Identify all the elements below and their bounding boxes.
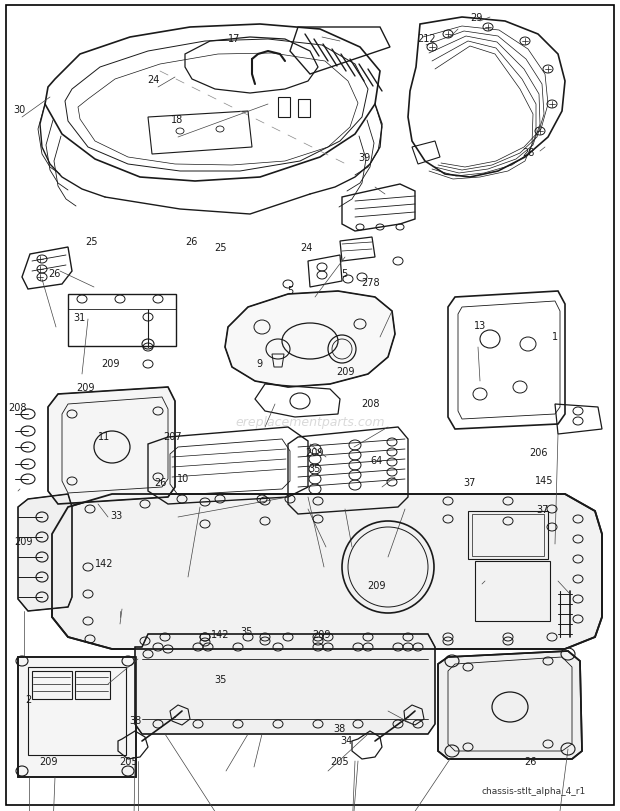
Text: 38: 38 [334, 723, 346, 733]
Text: 142: 142 [211, 629, 229, 639]
Text: 24: 24 [148, 75, 160, 84]
Text: 64: 64 [371, 456, 383, 466]
Bar [468, 512, 548, 560]
Text: 212: 212 [417, 34, 436, 44]
Text: 278: 278 [361, 277, 380, 287]
Text: 37: 37 [536, 504, 549, 514]
Bar [32, 672, 72, 699]
Text: 145: 145 [535, 475, 554, 485]
Polygon shape [18, 495, 72, 611]
Bar [28, 667, 126, 755]
Bar [298, 100, 310, 118]
Text: 37: 37 [464, 478, 476, 487]
Text: 30: 30 [14, 105, 26, 114]
Text: 209: 209 [76, 383, 95, 393]
Text: 209: 209 [39, 756, 58, 766]
Text: 208: 208 [361, 399, 380, 409]
Polygon shape [225, 292, 395, 388]
Text: 35: 35 [309, 464, 321, 474]
Text: 24: 24 [301, 242, 313, 252]
Text: ereplacementparts.com: ereplacementparts.com [235, 415, 385, 428]
Text: 205: 205 [330, 756, 349, 766]
Text: 11: 11 [98, 431, 110, 441]
Text: 209: 209 [14, 537, 33, 547]
Text: 17: 17 [228, 34, 241, 44]
Text: 2: 2 [25, 694, 31, 704]
Text: 33: 33 [110, 510, 123, 520]
Polygon shape [52, 495, 602, 649]
Text: 9: 9 [256, 358, 262, 368]
Text: 34: 34 [340, 735, 352, 744]
Text: 35: 35 [214, 675, 226, 684]
Bar [18, 657, 136, 777]
Text: 31: 31 [73, 313, 86, 323]
Text: 5: 5 [341, 269, 347, 279]
Text: 1: 1 [552, 332, 558, 341]
Text: 207: 207 [163, 431, 182, 441]
Bar [472, 514, 544, 556]
Polygon shape [438, 651, 582, 759]
Text: 35: 35 [241, 626, 253, 636]
Bar [75, 672, 110, 699]
Text: 25: 25 [86, 237, 98, 247]
Text: 208: 208 [8, 402, 27, 412]
Text: 209: 209 [312, 629, 330, 639]
Bar [68, 294, 176, 346]
Text: 13: 13 [474, 321, 487, 331]
Text: 26: 26 [154, 478, 166, 487]
Text: 26: 26 [524, 756, 536, 766]
Text: 28: 28 [522, 148, 534, 157]
Text: 209: 209 [337, 367, 355, 376]
Text: 29: 29 [470, 13, 482, 23]
Text: 26: 26 [185, 237, 197, 247]
Text: 18: 18 [170, 115, 183, 125]
Bar [475, 561, 550, 621]
Text: 209: 209 [368, 581, 386, 590]
Text: 205: 205 [120, 756, 138, 766]
Text: chassis-stlt_alpha_4_r1: chassis-stlt_alpha_4_r1 [481, 786, 585, 796]
Text: 38: 38 [129, 715, 141, 725]
Text: 39: 39 [358, 153, 371, 163]
Text: 25: 25 [214, 242, 226, 252]
Text: 10: 10 [177, 474, 189, 483]
Polygon shape [135, 634, 435, 734]
Bar [18, 657, 136, 777]
Text: 206: 206 [529, 448, 547, 457]
Text: 209: 209 [101, 358, 120, 368]
Polygon shape [48, 388, 175, 504]
Text: 26: 26 [48, 269, 61, 279]
Bar [278, 98, 290, 118]
Text: 209: 209 [306, 448, 324, 457]
Text: 142: 142 [95, 559, 113, 569]
Text: 5: 5 [287, 285, 293, 295]
